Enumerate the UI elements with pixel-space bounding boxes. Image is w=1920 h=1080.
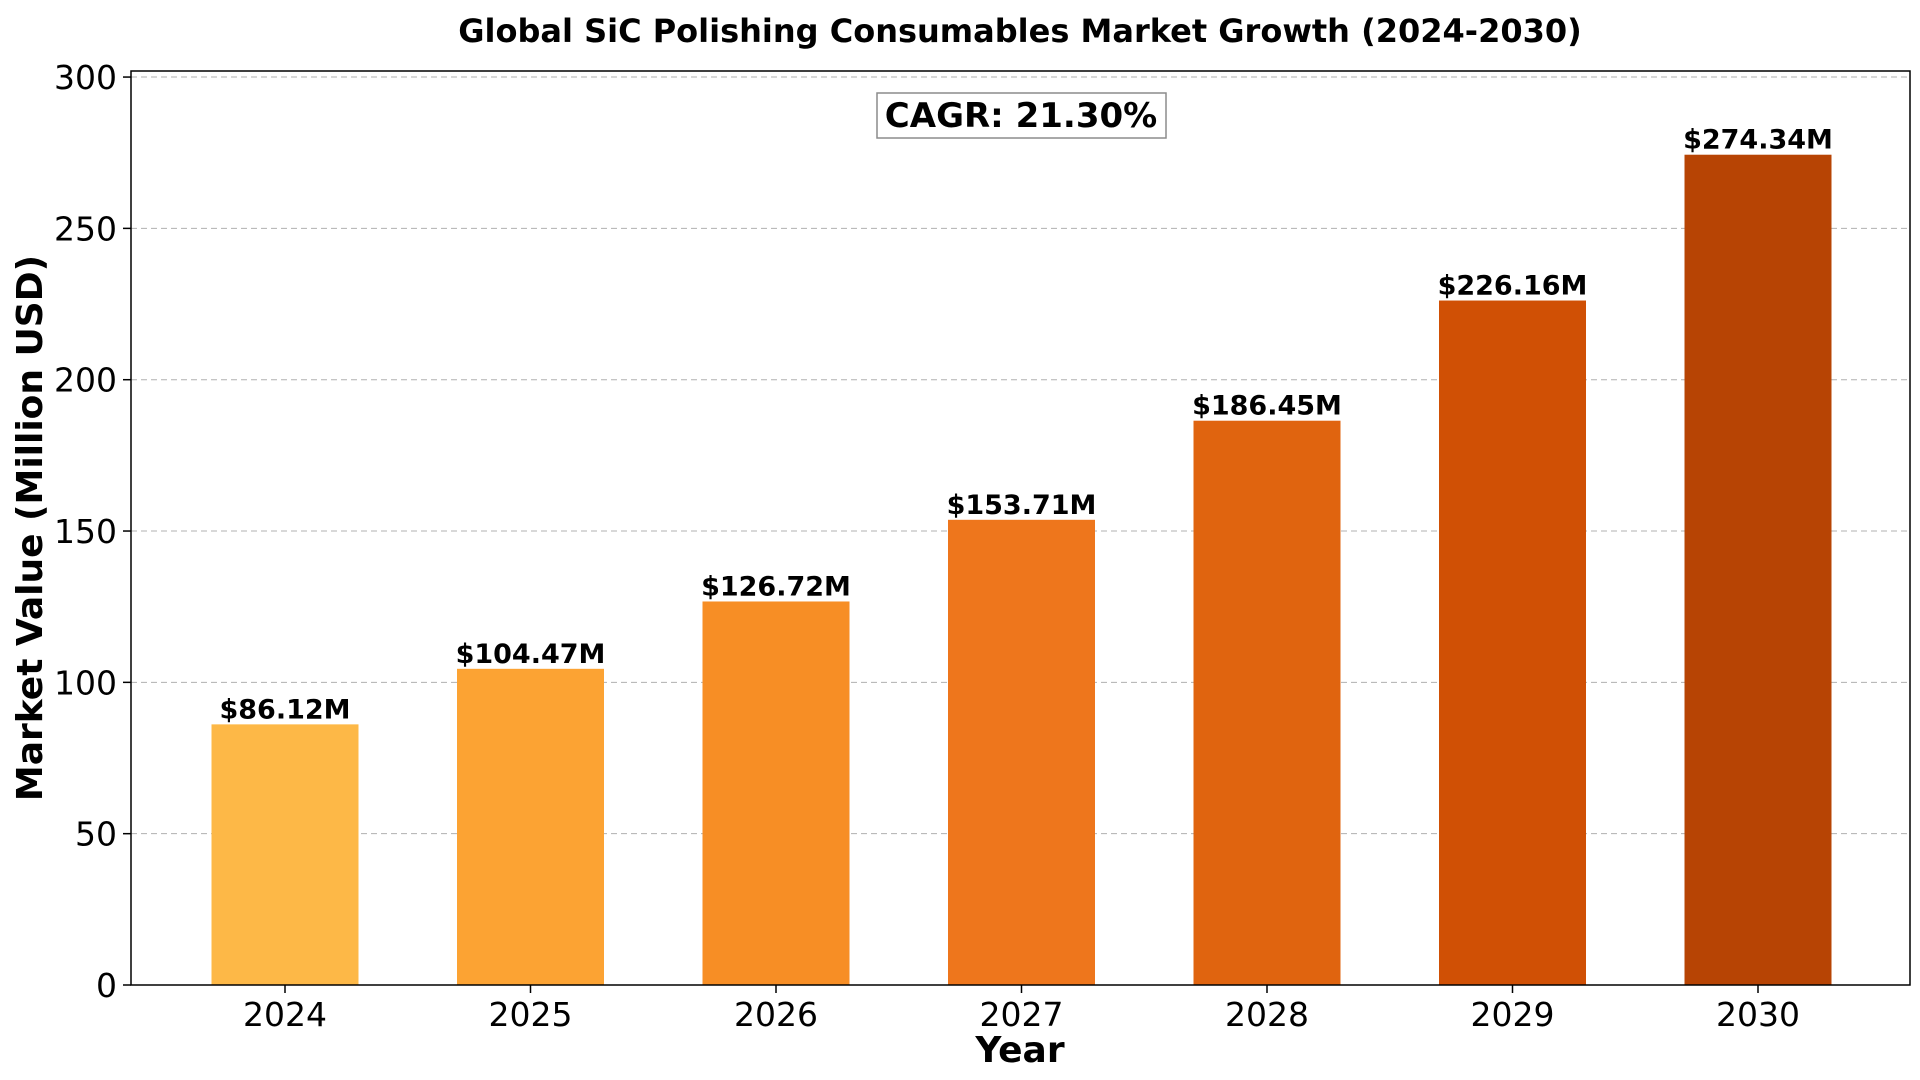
y-tick-label: 250 <box>54 209 117 248</box>
x-tick-label: 2028 <box>1225 995 1309 1034</box>
x-axis-label: Year <box>974 1030 1064 1071</box>
bar-value-label: $274.34M <box>1683 125 1833 156</box>
x-tick-label: 2026 <box>734 995 818 1034</box>
cagr-text: CAGR: 21.30% <box>885 96 1157 136</box>
y-tick-label: 300 <box>54 58 117 97</box>
bar-value-label: $126.72M <box>701 571 851 602</box>
y-tick-label: 100 <box>54 663 117 702</box>
bar-value-labels: $86.12M $104.47M $126.72M $153.71M $186.45M $… <box>219 125 1832 726</box>
bar-2026 <box>702 601 850 985</box>
bar-2027 <box>948 519 1095 985</box>
gridlines <box>131 76 1910 835</box>
y-tick-label: 150 <box>54 512 117 551</box>
bar-2030 <box>1684 154 1832 986</box>
cagr-box <box>876 92 1167 139</box>
bar-value-label: $86.12M <box>219 694 350 725</box>
plot-frame <box>130 70 1911 986</box>
bar-2025 <box>457 668 604 985</box>
y-tick-label: 0 <box>96 966 117 1005</box>
x-tick-label: 2030 <box>1716 995 1800 1034</box>
x-tick-label: 2024 <box>243 995 327 1034</box>
x-tick-label: 2027 <box>980 995 1064 1034</box>
y-tick-label: 200 <box>54 361 117 400</box>
bar-2024 <box>211 724 359 985</box>
bar-2029 <box>1439 300 1586 985</box>
y-axis-label: Market Value (Million USD) <box>10 255 51 801</box>
bars <box>211 154 1832 986</box>
x-tick-label: 2029 <box>1471 995 1555 1034</box>
x-axis-ticks: 2024 2025 2026 2027 2028 2029 2030 <box>243 985 1800 1034</box>
x-tick-label: 2025 <box>489 995 573 1034</box>
y-axis-ticks: 0 50 100 150 200 250 300 <box>54 58 131 1005</box>
bar-2028 <box>1193 420 1341 985</box>
bar-value-label: $186.45M <box>1192 391 1342 422</box>
y-tick-label: 50 <box>75 815 117 854</box>
cagr-annotation: CAGR: 21.30% <box>876 92 1167 139</box>
bar-value-label: $226.16M <box>1438 271 1588 302</box>
bar-value-label: $153.71M <box>947 490 1097 521</box>
bar-value-label: $104.47M <box>456 639 606 670</box>
chart-title: Global SiC Polishing Consumables Market … <box>458 12 1582 50</box>
